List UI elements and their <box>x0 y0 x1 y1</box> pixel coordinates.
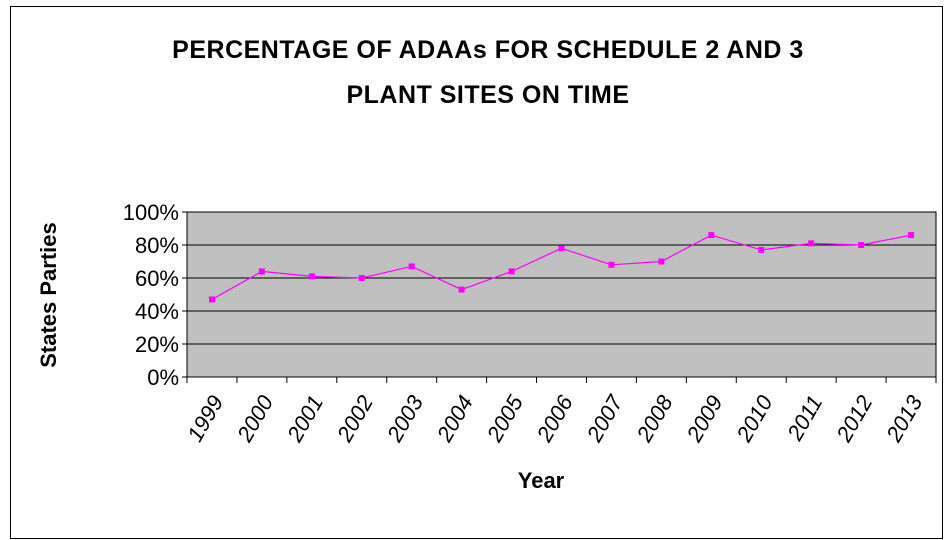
y-tick-label: 0% <box>147 365 179 390</box>
plot-area <box>186 211 937 378</box>
data-point <box>458 286 465 293</box>
data-point <box>858 242 865 248</box>
data-point <box>758 246 765 253</box>
data-point <box>258 268 265 275</box>
y-tick-label: 100% <box>123 200 179 225</box>
data-point <box>358 275 365 281</box>
x-axis-title: Year <box>518 468 565 493</box>
data-point <box>908 232 915 239</box>
data-point <box>658 258 665 265</box>
data-point <box>708 232 715 239</box>
y-tick-label: 20% <box>135 332 179 357</box>
y-tick-label: 40% <box>135 299 179 324</box>
data-point <box>508 268 515 275</box>
y-axis-title: States Parties <box>36 222 61 368</box>
y-tick-label: 80% <box>135 233 179 258</box>
data-point <box>608 261 615 268</box>
chart-title: PERCENTAGE OF ADAAs FOR SCHEDULE 2 AND 3… <box>172 36 804 109</box>
data-point <box>558 245 565 252</box>
data-point <box>208 296 215 303</box>
data-point <box>308 273 315 280</box>
data-point <box>408 263 415 270</box>
y-tick-label: 60% <box>135 266 179 291</box>
data-point <box>808 240 815 247</box>
